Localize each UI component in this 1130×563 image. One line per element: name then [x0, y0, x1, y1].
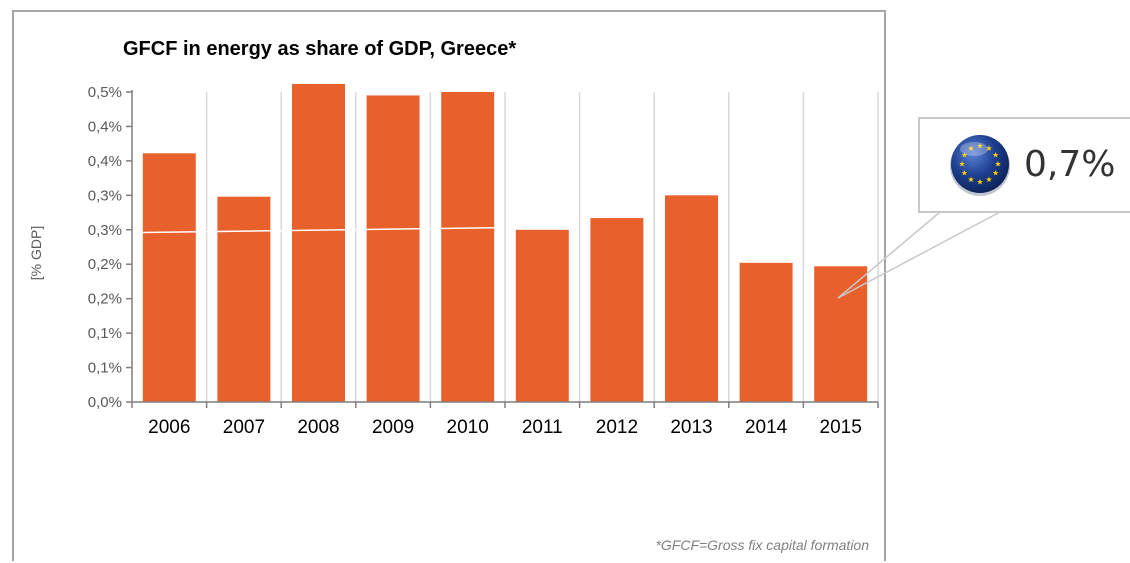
- bar-2010: [441, 92, 495, 402]
- eu-star: [977, 179, 983, 185]
- bar-2011: [515, 229, 569, 402]
- footnote: *GFCF=Gross fix capital formation: [655, 537, 869, 553]
- eu-star: [992, 170, 999, 176]
- bar-2012: [590, 218, 644, 402]
- eu-star: [986, 145, 992, 151]
- x-tick-label: 2011: [522, 417, 563, 438]
- eu-star: [959, 161, 965, 167]
- eu-star: [961, 170, 968, 176]
- chart-frame: GFCF in energy as share of GDP, Greece* …: [12, 10, 886, 561]
- y-tick-label: 0,2%: [88, 291, 122, 308]
- y-tick-label: 0,5%: [88, 84, 122, 101]
- bar-2014: [739, 262, 793, 402]
- x-tick-labels: 2006 2007 2008 2009 2010 2011 2012 2013 2014 2015: [148, 417, 862, 438]
- eu-callout-box: 0,7%: [918, 117, 1130, 213]
- y-tick-labels: 0,0% 0,1% 0,1% 0,2% 0,2% 0,3% 0,3% 0,4% 0,4% 0,5%: [88, 84, 122, 411]
- x-tick-label: 2014: [745, 417, 788, 438]
- eu-star: [968, 176, 974, 183]
- x-tick-label: 2015: [820, 417, 862, 438]
- y-tick-label: 0,3%: [88, 187, 122, 204]
- y-tick-label: 0,4%: [88, 153, 122, 170]
- x-tick-label: 2008: [297, 417, 339, 438]
- bars-layer: [142, 84, 868, 402]
- eu-average-value: 0,7%: [1024, 144, 1116, 185]
- bar-2006: [142, 153, 196, 402]
- eu-star: [995, 161, 1001, 167]
- y-tick-label: 0,2%: [88, 256, 122, 273]
- x-tick-label: 2012: [596, 417, 638, 438]
- y-tick-label: 0,0%: [88, 394, 122, 411]
- bar-2013: [665, 195, 718, 402]
- bar-2007: [217, 196, 271, 402]
- grid-layer: [205, 92, 879, 402]
- eu-star: [986, 176, 992, 183]
- bar-2015: [814, 266, 868, 402]
- eu-star: [992, 152, 999, 158]
- x-tick-label: 2010: [447, 417, 489, 438]
- reference-line-layer: [142, 226, 495, 234]
- eu-star: [977, 143, 983, 149]
- y-axis-label: [% GDP]: [28, 226, 44, 280]
- x-tick-label: 2009: [372, 417, 414, 438]
- axis-layer: [126, 90, 879, 408]
- bar-2008: [292, 84, 345, 402]
- y-tick-label: 0,1%: [88, 360, 122, 377]
- x-tick-label: 2006: [148, 417, 190, 438]
- eu-flag-icon: [950, 135, 1010, 196]
- reference-line: [142, 226, 495, 234]
- x-tick-label: 2007: [223, 417, 265, 438]
- eu-star: [961, 152, 968, 158]
- y-tick-label: 0,1%: [88, 325, 122, 342]
- eu-star: [968, 145, 974, 151]
- y-tick-label: 0,4%: [88, 118, 122, 135]
- x-tick-label: 2013: [670, 417, 712, 438]
- chart-title: GFCF in energy as share of GDP, Greece*: [123, 38, 516, 60]
- bar-2009: [366, 95, 420, 402]
- y-tick-label: 0,3%: [88, 222, 122, 239]
- chart-svg: GFCF in energy as share of GDP, Greece* …: [28, 38, 879, 553]
